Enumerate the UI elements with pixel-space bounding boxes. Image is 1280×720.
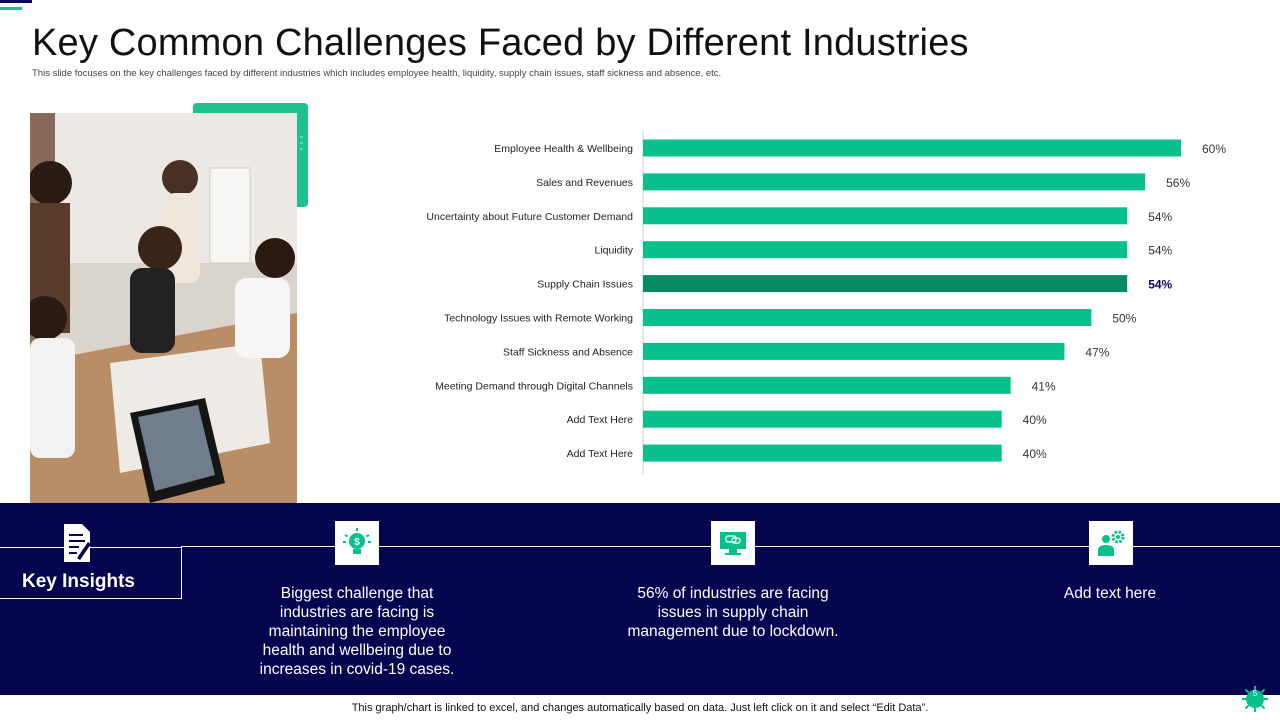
bar-value-label: 54%: [1148, 278, 1172, 292]
bar-category-label: Add Text Here: [567, 414, 634, 426]
challenges-bar-chart: Employee Health & Wellbeing 60% Sales and …: [426, 130, 1226, 475]
bar: [643, 342, 1065, 360]
bar: [643, 139, 1181, 157]
key-insights-heading: Key Insights: [22, 571, 135, 592]
bar-category-label: Add Text Here: [567, 448, 634, 460]
bar-value-label: 60%: [1202, 142, 1226, 156]
svg-text:$: $: [354, 537, 360, 548]
bar: [643, 207, 1128, 225]
bar-category-label: Supply Chain Issues: [537, 279, 633, 291]
bar-category-label: Liquidity: [594, 245, 633, 257]
footer-note: This graph/chart is linked to excel, and…: [351, 702, 929, 714]
insight-icon-box-2: [711, 521, 755, 565]
bar-value-label: 41%: [1032, 379, 1056, 393]
corner-accent-bar-secondary: [0, 7, 22, 10]
bar-value-label: 47%: [1085, 345, 1109, 359]
bar: [643, 309, 1092, 326]
bar-category-label: Uncertainty about Future Customer Demand: [426, 211, 633, 223]
insight-text-3: Add text here: [1063, 585, 1157, 602]
bar-category-label: Meeting Demand through Digital Channels: [435, 380, 633, 392]
key-insights-panel: Key Insights $ Biggest challen: [0, 503, 1280, 695]
bar-category-label: Technology Issues with Remote Working: [444, 313, 633, 325]
bar: [643, 444, 1002, 462]
bar-value-label: 40%: [1023, 413, 1047, 427]
bar-value-label: 56%: [1166, 176, 1190, 190]
key-insights-frame: [0, 547, 182, 599]
monitor-chat-icon: [720, 532, 746, 555]
insight-text-2: 56% of industries are facing issues in s…: [627, 585, 839, 640]
document-pen-icon: [62, 522, 92, 569]
slide-title: Key Common Challenges Faced by Different…: [32, 22, 969, 64]
chevron-decoration-icon: ⌄ ⌄ ⌄: [298, 131, 305, 152]
bar-category-label: Staff Sickness and Absence: [503, 346, 633, 358]
bar-value-label: 40%: [1023, 447, 1047, 461]
slide-subtitle: This slide focuses on the key challenges…: [32, 68, 722, 79]
corner-accent-bar: [0, 0, 32, 3]
bar-category-label: Employee Health & Wellbeing: [494, 143, 633, 155]
insight-icon-box-3: [1089, 521, 1133, 565]
insight-text-1: Biggest challenge that industries are fa…: [259, 585, 455, 678]
bar-value-label: 50%: [1112, 312, 1136, 326]
bar: [643, 173, 1146, 191]
bar-category-label: Sales and Revenues: [536, 177, 633, 189]
page-number: 5: [1253, 689, 1258, 698]
bar-value-label: 54%: [1148, 244, 1172, 258]
bar: [643, 410, 1002, 428]
bar: [643, 275, 1128, 293]
insight-icon-box-1: $: [335, 521, 379, 565]
bar: [643, 376, 1011, 394]
person-gear-icon: [1098, 530, 1125, 556]
bar-value-label: 54%: [1148, 210, 1172, 224]
team-meeting-photo: [30, 113, 297, 503]
bar: [643, 241, 1128, 259]
lightbulb-dollar-icon: $: [343, 528, 371, 554]
page-number-badge: 5: [1241, 685, 1269, 718]
